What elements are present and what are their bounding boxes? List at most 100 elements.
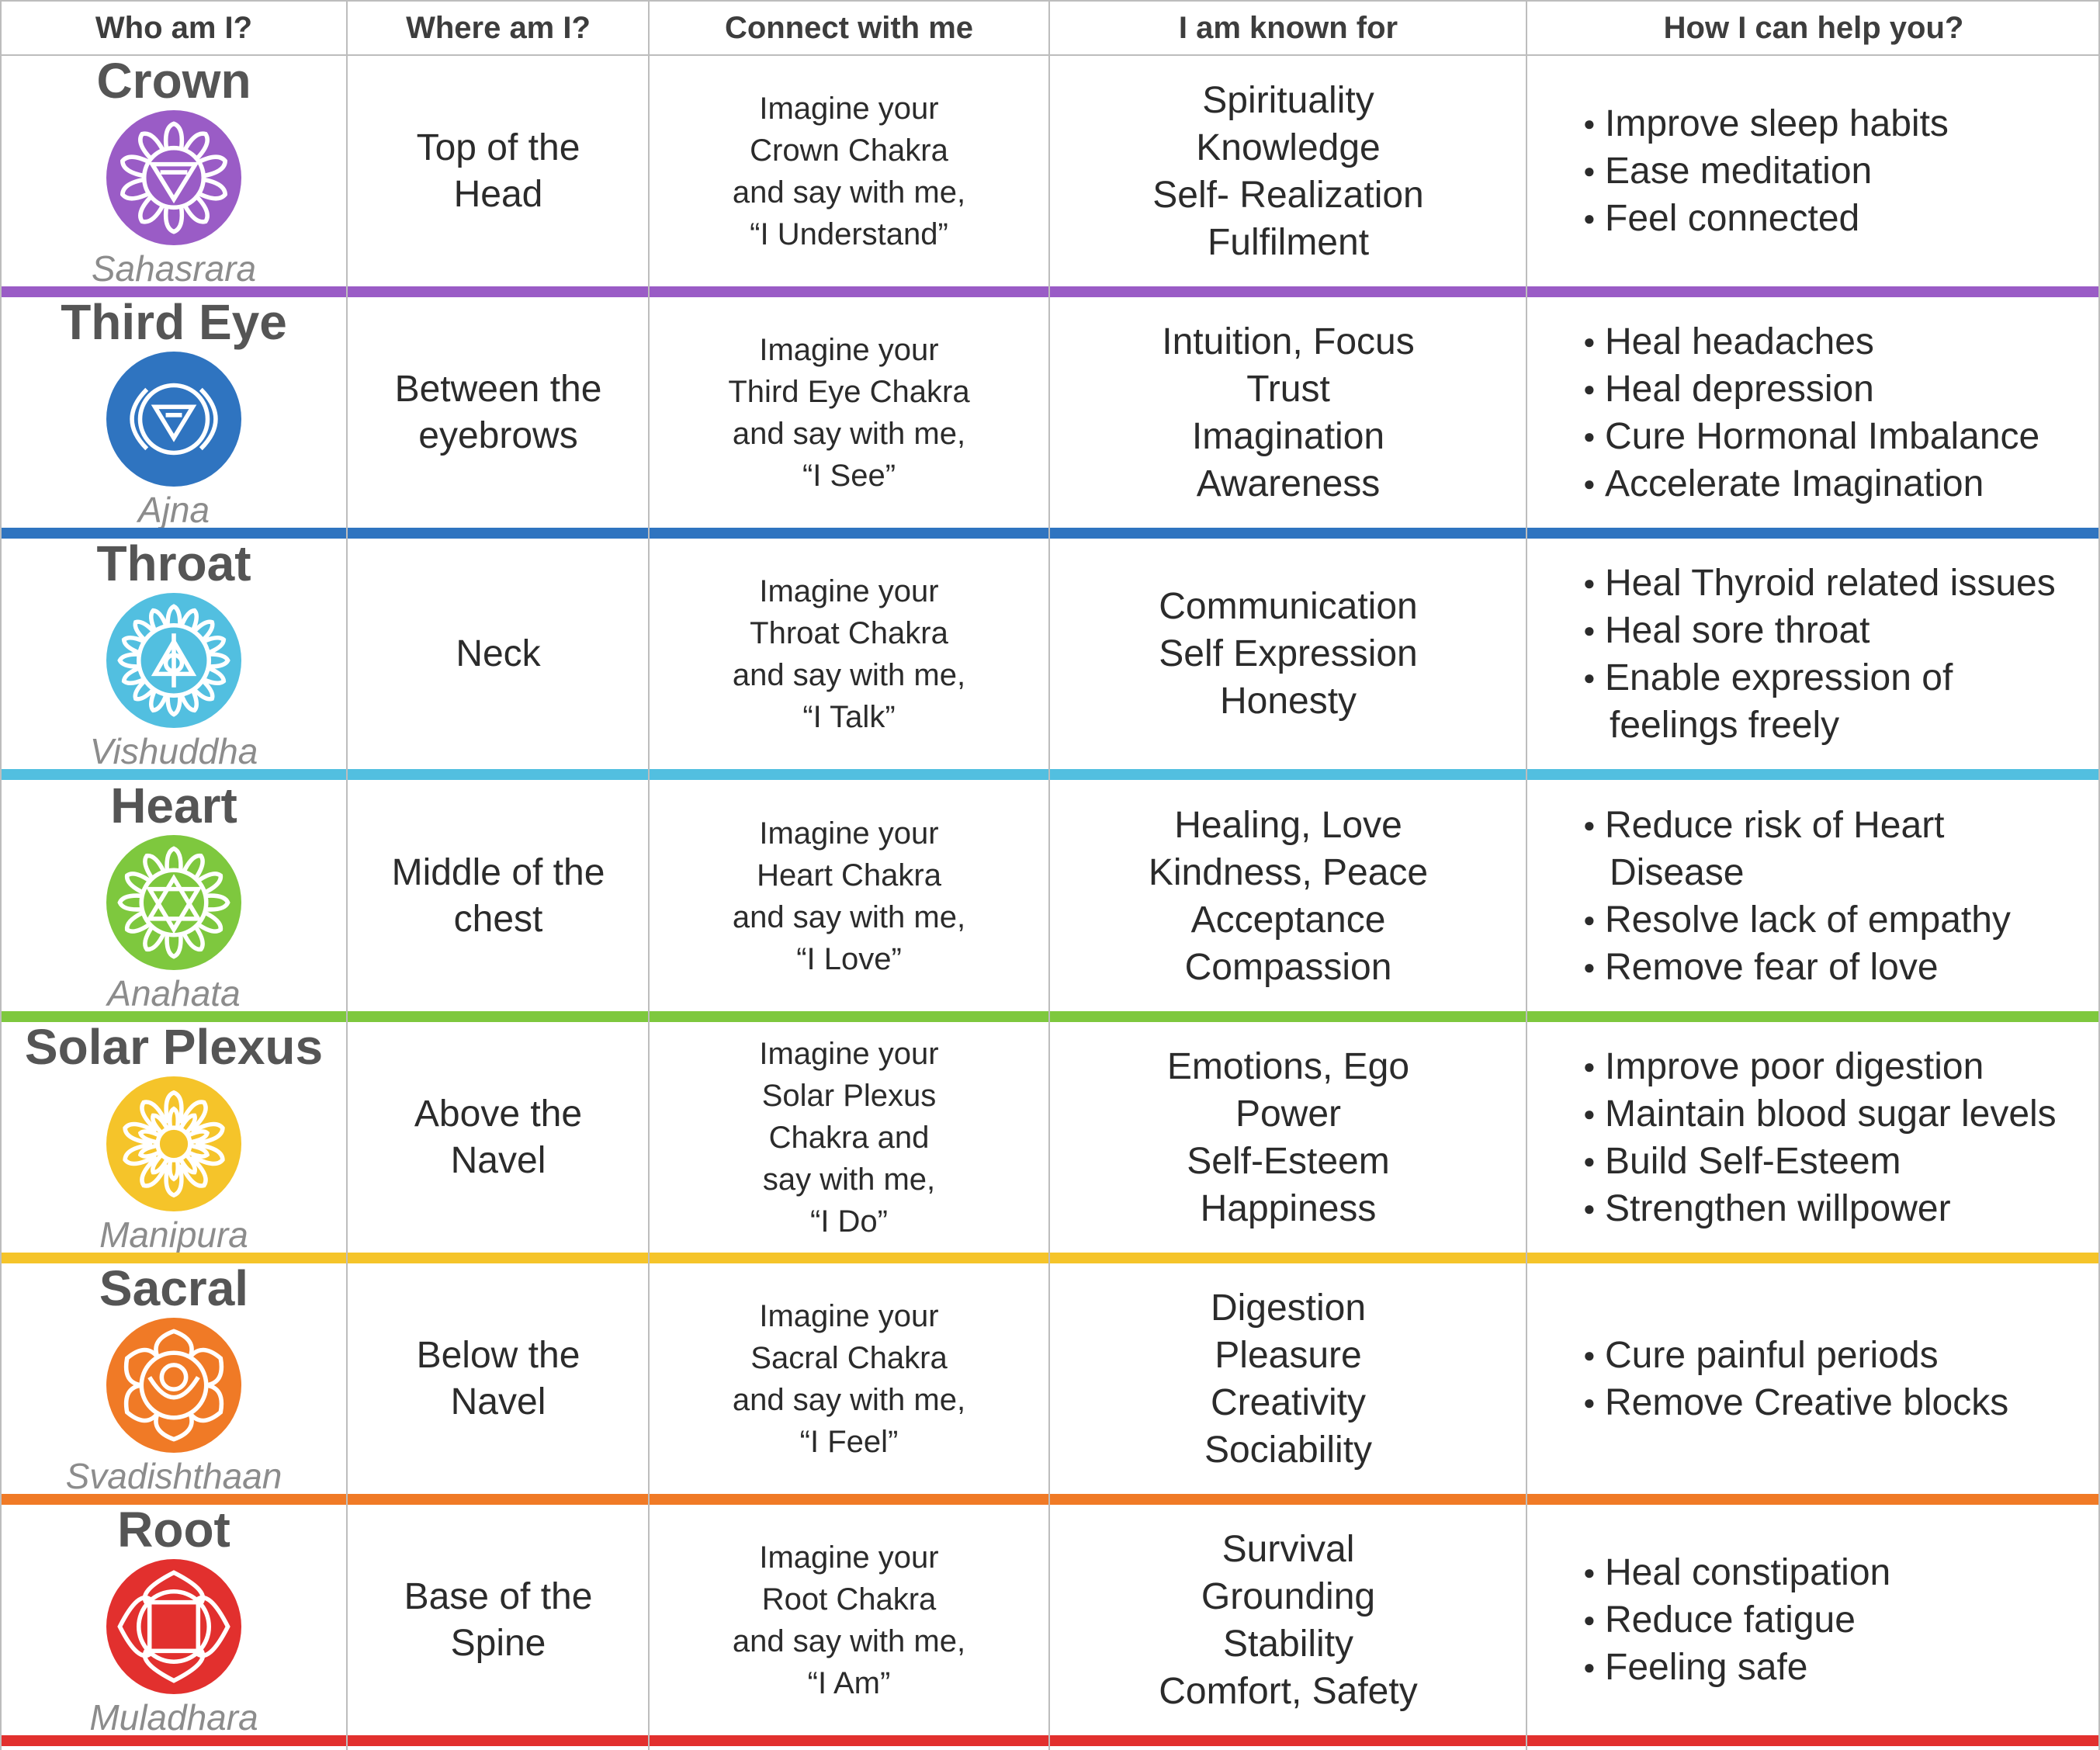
quality-line: Trust (1246, 368, 1330, 410)
chakra-benefits: Heal Thyroid related issuesHeal sore thr… (1527, 539, 2100, 769)
affirmation-line: Chakra and (768, 1120, 930, 1155)
chakra-affirmation: Imagine your Solar Plexus Chakra and say wi… (649, 1022, 1049, 1253)
benefit-item: Cure painful periods (1583, 1332, 1939, 1379)
quality-line: Survival (1222, 1528, 1355, 1570)
chakra-benefits: Reduce risk of HeartDiseaseResolve lack … (1527, 781, 2100, 1011)
benefit-item: Feel connected (1583, 195, 1859, 242)
chakra-affirmation: Imagine your Sacral Chakra and say with me… (649, 1263, 1049, 1494)
benefit-item: Resolve lack of empathy (1583, 896, 2011, 944)
chakra-sanskrit-name: Ajna (137, 490, 210, 530)
benefit-item: Improve poor digestion (1583, 1043, 1984, 1090)
heart-chakra-icon (106, 830, 241, 974)
throat-chakra-icon (106, 588, 241, 732)
quality-line: Pleasure (1215, 1334, 1362, 1376)
quality-line: Honesty (1219, 681, 1357, 722)
column-divider (648, 0, 650, 1750)
chakra-location: Base of the Spine (348, 1505, 649, 1735)
affirmation-line: and say with me, (732, 1624, 966, 1658)
affirmation-line: “I Talk” (802, 699, 896, 734)
quality-line: Self Expression (1159, 633, 1418, 674)
affirmation-line: Imagine your (759, 816, 939, 851)
row-color-divider (0, 1494, 2100, 1505)
chakra-name: Root (117, 1502, 230, 1558)
chakra-name: Sacral (99, 1260, 249, 1316)
column-divider (2098, 0, 2100, 1750)
quality-line: Awareness (1196, 463, 1381, 504)
chakra-identity: Crown Sahasrara (0, 56, 348, 286)
table-row: Heart Anahata Middle of the chest Imagine yo… (0, 781, 2100, 1011)
solar-plexus-chakra-icon (106, 1072, 241, 1215)
location-line: Above the (414, 1093, 583, 1135)
quality-line: Self- Realization (1152, 174, 1424, 216)
location-line: Neck (456, 632, 541, 674)
affirmation-line: and say with me, (732, 1382, 966, 1417)
chakra-identity: Root Muladhara (0, 1505, 348, 1735)
third-eye-chakra-icon (106, 347, 241, 490)
chakra-sanskrit-name: Sahasrara (91, 248, 257, 289)
chakra-benefits: Improve sleep habitsEase meditationFeel … (1527, 56, 2100, 286)
location-line: eyebrows (418, 414, 578, 456)
affirmation-line: and say with me, (732, 416, 966, 451)
affirmation-line: Imagine your (759, 332, 939, 367)
quality-line: Digestion (1210, 1287, 1367, 1329)
affirmation-line: “I Do” (810, 1204, 888, 1239)
benefit-item: Build Self-Esteem (1583, 1138, 1901, 1185)
quality-line: Grounding (1201, 1575, 1376, 1617)
quality-line: Happiness (1200, 1187, 1377, 1229)
chakra-location: Top of the Head (348, 56, 649, 286)
chakra-benefits: Cure painful periodsRemove Creative bloc… (1527, 1263, 2100, 1494)
row-color-divider (0, 769, 2100, 780)
table-row: Crown Sahasrara Top of the Head Imagine your… (0, 56, 2100, 286)
column-divider (346, 0, 348, 1750)
row-color-divider (0, 1253, 2100, 1263)
benefit-item: Cure Hormonal Imbalance (1583, 413, 2039, 460)
benefit-item: Heal sore throat (1583, 607, 1870, 654)
root-chakra-icon (106, 1554, 241, 1698)
header-help: How I can help you? (1663, 10, 1964, 45)
affirmation-line: “I Understand” (750, 217, 948, 251)
chakra-identity: Sacral Svadishthaan (0, 1263, 348, 1494)
benefit-item: Accelerate Imagination (1583, 460, 1984, 508)
benefit-item: Remove Creative blocks (1583, 1379, 2008, 1426)
location-line: Spine (450, 1622, 546, 1664)
chakra-identity: Solar Plexus Manipura (0, 1022, 348, 1253)
quality-line: Emotions, Ego (1166, 1045, 1410, 1087)
affirmation-line: “I See” (802, 458, 896, 493)
row-color-divider (0, 286, 2100, 297)
benefit-item: Reduce fatigue (1583, 1596, 1856, 1644)
chakra-identity: Heart Anahata (0, 781, 348, 1011)
quality-line: Spirituality (1202, 79, 1374, 121)
benefit-item-continued: Disease (1610, 851, 1745, 893)
benefit-item: Enable expression of (1583, 654, 1953, 702)
chakra-qualities: Healing, Love Kindness, Peace Acceptance Co… (1049, 781, 1527, 1011)
quality-line: Intuition, Focus (1162, 321, 1415, 362)
chakra-affirmation: Imagine your Crown Chakra and say with me,… (649, 56, 1049, 286)
location-line: Navel (450, 1139, 546, 1181)
table-row: Root Muladhara Base of the Spine Imagine you… (0, 1505, 2100, 1735)
chakra-benefits: Improve poor digestionMaintain blood sug… (1527, 1022, 2100, 1253)
location-line: Middle of the (391, 851, 605, 893)
row-color-divider (0, 1735, 2100, 1746)
chakra-affirmation: Imagine your Third Eye Chakra and say with… (649, 297, 1049, 528)
quality-line: Stability (1222, 1623, 1354, 1665)
benefit-item: Improve sleep habits (1583, 100, 1949, 147)
affirmation-line: and say with me, (732, 899, 966, 934)
affirmation-line: Third Eye Chakra (728, 374, 970, 409)
quality-line: Communication (1159, 586, 1418, 627)
affirmation-line: “I Am” (807, 1665, 891, 1700)
chakra-sanskrit-name: Anahata (107, 973, 241, 1014)
affirmation-line: Imagine your (759, 1540, 939, 1575)
quality-line: Kindness, Peace (1148, 851, 1429, 893)
chakra-location: Neck (348, 539, 649, 769)
chakra-name: Crown (96, 53, 251, 109)
benefit-item: Ease meditation (1583, 147, 1872, 195)
affirmation-line: Root Chakra (761, 1582, 937, 1617)
benefit-item: Heal headaches (1583, 318, 1874, 366)
row-color-divider (0, 528, 2100, 539)
column-divider (1526, 0, 1527, 1750)
header-divider (0, 54, 2100, 56)
location-line: Base of the (404, 1575, 593, 1617)
chakra-affirmation: Imagine your Throat Chakra and say with me… (649, 539, 1049, 769)
chakra-sanskrit-name: Vishuddha (89, 731, 258, 771)
table-row: Sacral Svadishthaan Below the Navel Imagine … (0, 1263, 2100, 1494)
